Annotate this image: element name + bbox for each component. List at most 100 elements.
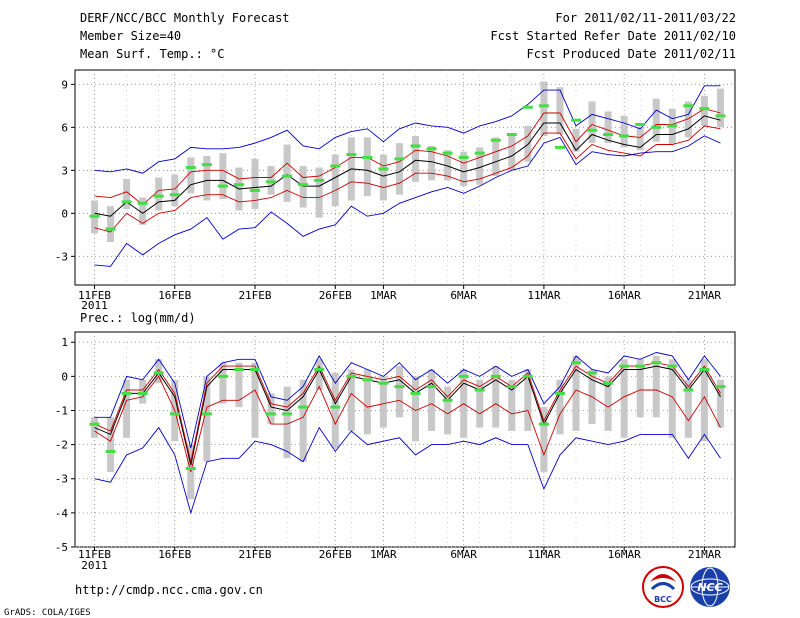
observed-marker [715,114,726,118]
observed-marker [137,201,148,205]
observed-marker [635,364,646,368]
x-tick-year: 2011 [81,559,108,572]
observed-marker [651,361,662,365]
observed-marker [121,200,132,204]
observed-marker [233,368,244,372]
range-bar [652,98,660,142]
observed-marker [554,391,565,395]
member-size-label: Member Size=40 [80,29,181,43]
y-tick-label: -4 [55,507,69,520]
series-line-maximum [94,85,721,174]
x-tick-label: 21MAR [688,548,721,561]
range-bar [668,359,676,438]
observed-marker [603,381,614,385]
observed-marker [522,105,533,109]
observed-marker [185,467,196,471]
observed-marker [250,368,260,372]
range-bar [155,177,163,211]
range-bar [171,174,179,207]
range-bar [379,376,387,428]
range-bar [219,153,227,199]
range-bar [652,355,660,418]
range-bar [716,88,724,128]
figure-title: DERF/NCC/BCC Monthly Forecast [80,11,290,25]
range-bar [315,167,323,218]
observed-marker [137,391,148,395]
range-bar [700,359,708,442]
plot-frame [74,69,736,286]
observed-marker [298,405,309,409]
grads-credit: GrADS: COLA/IGES [4,608,91,618]
range-bar [379,154,387,201]
range-bar [556,379,564,435]
observed-marker [410,144,421,148]
x-tick-label: 16MAR [608,548,641,561]
y-tick-label: 3 [61,164,68,177]
observed-marker [490,374,501,378]
observed-marker [410,391,421,395]
range-bar [540,407,548,472]
range-bar [283,386,291,459]
x-tick-label: 16MAR [608,289,641,302]
observed-marker [538,104,549,108]
bcc-logo: BCC [642,566,684,608]
range-bar [684,379,692,438]
spread-bars [91,81,724,242]
range-bar [556,87,564,135]
range-bar [315,359,323,391]
y-tick-label: 9 [61,78,68,91]
observed-marker [169,193,180,197]
y-tick-label: -5 [55,541,68,554]
range-bar [363,369,371,435]
observed-marker [266,180,277,184]
range-bar [139,379,147,404]
range-bar [155,359,163,384]
observed-marker [201,163,212,167]
observed-marker [266,412,277,416]
source-url[interactable]: http://cmdp.ncc.cma.gov.cn [75,583,263,597]
x-tick-label: 6MAR [450,548,477,561]
observed-marker [105,449,116,453]
observed-marker [715,385,726,389]
observed-marker [185,165,196,169]
observed-marker [89,422,100,426]
observed-marker [89,214,100,218]
observed-marker [346,153,357,157]
range-bar [91,417,98,438]
y-tick-label: 6 [61,121,68,134]
series-line-upper-spread [94,362,721,462]
observed-marker [538,422,549,426]
observed-marker [378,167,389,171]
observed-marker [635,122,646,126]
range-bar [251,158,259,210]
observed-marker [699,368,710,372]
x-tick-label: 11FEB [78,548,111,561]
range-bar [604,376,612,431]
range-bar [347,369,355,431]
range-bar [572,128,580,152]
x-tick-label: 21MAR [688,289,721,302]
x-tick-label: 26FEB [319,289,352,302]
observed-marker [490,138,501,142]
observed-marker [699,107,710,111]
range-bar [123,178,131,210]
observed-marker [442,151,453,155]
range-bar [187,157,195,194]
range-bar [460,151,468,187]
refer-date: Fcst Started Refer Date 2011/02/10 [490,29,736,43]
observed-marker [153,371,164,375]
observed-marker [506,133,517,136]
x-tick-label: 16FEB [158,548,191,561]
range-bar [540,81,548,136]
y-tick-label: 0 [61,370,68,383]
ncc-logo: NCC [690,567,730,607]
range-bar [508,135,516,171]
prec-panel-title: Prec.: log(mm/d) [80,311,196,325]
range-bar [508,379,516,431]
range-bar [107,206,115,242]
series-line-upper-spread [94,108,721,206]
series-line-maximum [94,352,721,449]
range-bar [476,379,484,428]
observed-marker [522,374,533,378]
